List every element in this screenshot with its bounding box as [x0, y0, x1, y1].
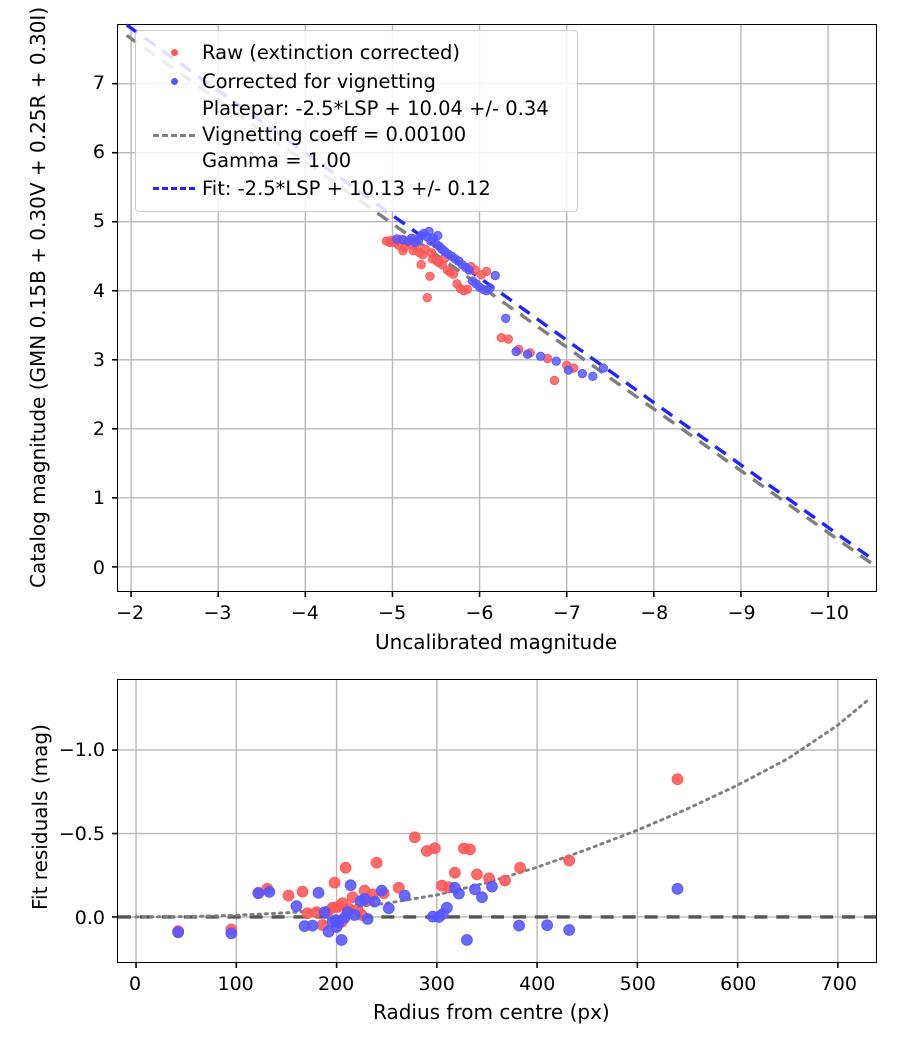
- calibration-xlabel: Uncalibrated magnitude: [375, 630, 618, 654]
- legend-label-gamma: Gamma = 1.00: [202, 149, 352, 173]
- xtick-label: −7: [552, 602, 581, 624]
- legend-item-corrected: Corrected for vignetting: [146, 67, 567, 96]
- legend-item-platepar: Platepar: -2.5*LSP + 10.04 +/- 0.34: [146, 96, 567, 122]
- residuals-xlabel: Radius from centre (px): [373, 1000, 610, 1024]
- xtick-label: −9: [727, 602, 756, 624]
- ytick-label: −1.0: [58, 738, 105, 761]
- ytick-label: 2: [92, 418, 105, 441]
- xtick-label: 500: [619, 973, 656, 995]
- legend-dash-blue-icon: [146, 187, 202, 190]
- legend-item-vignetting-coeff: Vignetting coeff = 0.00100: [146, 122, 567, 148]
- xtick-label: 600: [720, 973, 757, 995]
- xtick-label: −5: [378, 602, 407, 624]
- ytick-label: −0.5: [58, 822, 105, 845]
- model-curve: [134, 698, 870, 919]
- xtick-label: −6: [465, 602, 494, 624]
- gridlines: [118, 25, 876, 591]
- ytick-label: 7: [92, 71, 105, 94]
- scatter-series: [392, 226, 608, 382]
- legend-label-vignetting-coeff: Vignetting coeff = 0.00100: [202, 123, 467, 147]
- xtick-label: −4: [290, 602, 319, 624]
- residuals-panel: [112, 679, 877, 968]
- scatter-series: [172, 773, 684, 937]
- calibration-plot-canvas: [112, 23, 876, 597]
- xtick-label: 0: [129, 973, 142, 995]
- legend-marker-blue-icon: [146, 78, 202, 85]
- tick-marks: [112, 82, 829, 597]
- legend: Raw (extinction corrected) Corrected for…: [135, 30, 578, 212]
- xtick-label: −2: [116, 602, 145, 624]
- gridlines: [118, 680, 876, 962]
- legend-item-fit: Fit: -2.5*LSP + 10.13 +/- 0.12: [146, 174, 567, 203]
- legend-label-corrected: Corrected for vignetting: [202, 69, 436, 93]
- legend-dash-grey-icon: [146, 133, 202, 137]
- ytick-label: 3: [92, 348, 105, 371]
- legend-label-raw: Raw (extinction corrected): [202, 40, 460, 64]
- xtick-label: 400: [519, 973, 556, 995]
- ytick-label: 4: [92, 279, 105, 302]
- legend-marker-red-icon: [146, 49, 202, 56]
- residuals-plot-canvas: [112, 680, 876, 968]
- tick-marks: [112, 749, 839, 968]
- xtick-label: 200: [318, 973, 355, 995]
- ytick-label: 6: [92, 141, 105, 164]
- xtick-label: −3: [203, 602, 232, 624]
- scatter-series: [172, 879, 684, 946]
- ytick-label: 0: [92, 556, 105, 579]
- ytick-label: 5: [92, 210, 105, 233]
- xtick-label: −8: [640, 602, 669, 624]
- legend-item-gamma: Gamma = 1.00: [146, 148, 567, 174]
- legend-label-fit: Fit: -2.5*LSP + 10.13 +/- 0.12: [202, 176, 491, 200]
- legend-item-raw: Raw (extinction corrected): [146, 38, 567, 67]
- xtick-label: 300: [418, 973, 455, 995]
- xtick-label: 700: [820, 973, 857, 995]
- xtick-label: −10: [808, 602, 850, 624]
- ytick-label: 1: [92, 487, 105, 510]
- legend-label-platepar: Platepar: -2.5*LSP + 10.04 +/- 0.34: [202, 97, 549, 121]
- xtick-label: 100: [217, 973, 254, 995]
- ytick-label: 0.0: [74, 906, 105, 929]
